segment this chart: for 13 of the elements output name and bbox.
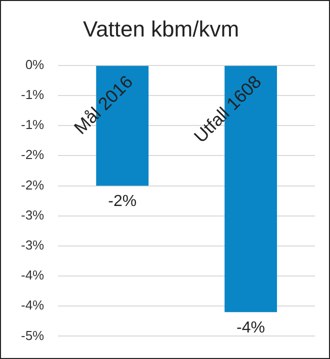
y-tick-label: -3% [20,238,45,253]
y-tick-label: -1% [20,117,45,132]
y-tick-label: 0% [25,56,45,72]
y-tick-label: -2% [20,177,45,192]
y-tick-label: -1% [20,87,45,102]
y-tick-label: -5% [20,328,45,343]
y-tick-label: -2% [20,147,45,162]
data-label: -2% [108,193,137,210]
y-tick-label: -3% [20,207,45,222]
chart-title: Vatten kbm/kvm [82,16,240,42]
y-tick-label: -4% [20,298,45,313]
data-label: -4% [236,320,266,337]
y-tick-label: -4% [20,268,45,283]
